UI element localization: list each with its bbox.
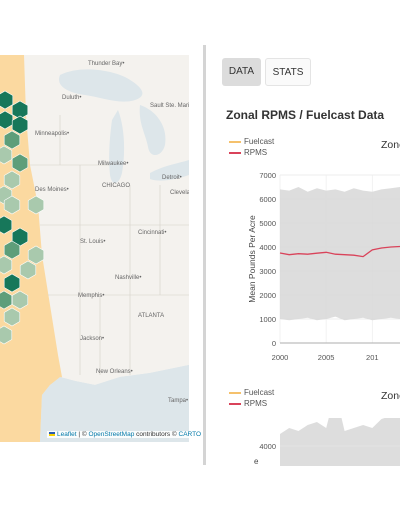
city-label: Cincinnati•	[138, 230, 167, 236]
city-label: Memphis•	[78, 293, 105, 299]
lake-michigan	[109, 110, 125, 184]
chart2-title: Zone	[381, 390, 400, 402]
carto-link[interactable]: CARTO	[178, 431, 202, 438]
y-tick-label: 6000	[259, 195, 276, 204]
hex-cell[interactable]	[3, 130, 21, 150]
y-tick-label: 1000	[259, 315, 276, 324]
city-label: Des Moines•	[35, 187, 69, 193]
tab-data[interactable]: DATA	[222, 58, 261, 86]
y-axis-label: Mean Pounds Per Acre	[247, 215, 257, 303]
y-tick-label: 5000	[259, 219, 276, 228]
hex-cell[interactable]	[3, 240, 21, 260]
rpms-line	[279, 245, 400, 258]
hex-cell[interactable]	[0, 215, 13, 235]
y-tick-label: 4000	[259, 243, 276, 252]
fuelcast-swatch	[229, 140, 241, 143]
fuel-region	[0, 55, 62, 442]
legend-item-fuelcast[interactable]: Fuelcast	[229, 136, 274, 147]
hex-grid	[0, 90, 45, 345]
hex-cell[interactable]	[11, 100, 29, 120]
legend-item-fuelcast[interactable]: Fuelcast	[229, 387, 274, 398]
chart2-legend: Fuelcast RPMS	[229, 387, 274, 409]
legend-item-rpms[interactable]: RPMS	[229, 398, 274, 409]
map-canvas	[0, 55, 189, 442]
chart1-title: Zone	[381, 139, 400, 151]
fuelcast-swatch	[229, 391, 241, 394]
x-tick-label: 201	[366, 353, 379, 362]
hex-cell[interactable]	[27, 245, 45, 265]
city-label: ATLANTA	[138, 313, 165, 319]
hex-cell[interactable]	[0, 325, 13, 345]
city-label: Milwaukee•	[98, 161, 129, 167]
legend-item-rpms[interactable]: RPMS	[229, 147, 274, 158]
hex-cell[interactable]	[0, 145, 13, 165]
x-tick-label: 2000	[272, 353, 289, 362]
city-label: New Orleans•	[96, 369, 133, 375]
chart1: 0 1000 2000 3000 4000 5000 6000 7000 2000 2005 201…	[247, 171, 400, 362]
hex-cell[interactable]	[3, 170, 21, 190]
y-tick-label: 3000	[259, 267, 276, 276]
map-attribution: Leaflet | © OpenStreetMap contributors ©…	[47, 431, 204, 438]
lake-superior	[59, 69, 143, 102]
y-tick-label: 2000	[259, 291, 276, 300]
city-label: Jackson•	[80, 336, 105, 342]
hex-cell[interactable]	[11, 153, 29, 173]
city-label: Minneapolis•	[35, 131, 70, 137]
leaflet-link[interactable]: Leaflet	[57, 431, 77, 438]
city-label: Clevela•	[170, 190, 189, 196]
fuelcast-band	[280, 187, 400, 321]
city-label: Sault Ste. Marie•	[150, 103, 189, 109]
hex-cell[interactable]	[3, 195, 21, 215]
osm-link[interactable]: OpenStreetMap	[88, 431, 135, 438]
y-tick-label: 4000	[259, 442, 276, 451]
hex-cell[interactable]	[3, 307, 21, 327]
y-axis-label-fragment: e	[254, 457, 259, 466]
lake-erie	[150, 160, 189, 181]
hex-cell[interactable]	[0, 290, 13, 310]
fuelcast-band	[280, 418, 400, 466]
x-tick-label: 2005	[318, 353, 335, 362]
hex-cell[interactable]	[19, 260, 37, 280]
city-label: Detroit•	[162, 175, 182, 181]
hex-cell[interactable]	[0, 255, 13, 275]
map[interactable]: Thunder Bay• Duluth• Sault Ste. Marie• Minn…	[0, 55, 189, 442]
city-label: Nashville•	[115, 275, 142, 281]
lake-huron	[139, 105, 166, 156]
hex-cell[interactable]	[0, 90, 14, 110]
city-label: Tampa•	[168, 398, 189, 404]
state-borders	[30, 115, 189, 375]
gulf-coast	[40, 365, 189, 442]
y-tick-label: 0	[272, 339, 276, 348]
y-tick-label: 7000	[259, 171, 276, 180]
rpms-swatch	[229, 402, 241, 405]
city-label: CHICAGO	[102, 183, 131, 189]
panel-divider[interactable]	[203, 45, 206, 465]
panel-title: Zonal RPMS / Fuelcast Data	[226, 108, 385, 122]
city-label: St. Louis•	[80, 239, 106, 245]
hex-cell[interactable]	[27, 195, 45, 215]
city-label: Thunder Bay•	[88, 61, 125, 67]
hex-cell[interactable]	[11, 290, 29, 310]
hex-cell[interactable]	[3, 273, 21, 293]
chart1-legend: Fuelcast RPMS	[229, 136, 274, 158]
rpms-swatch	[229, 151, 241, 154]
tab-stats[interactable]: STATS	[265, 58, 311, 86]
hex-cell[interactable]	[11, 115, 29, 135]
city-label: Duluth•	[62, 95, 82, 101]
ukraine-flag-icon	[49, 432, 55, 437]
